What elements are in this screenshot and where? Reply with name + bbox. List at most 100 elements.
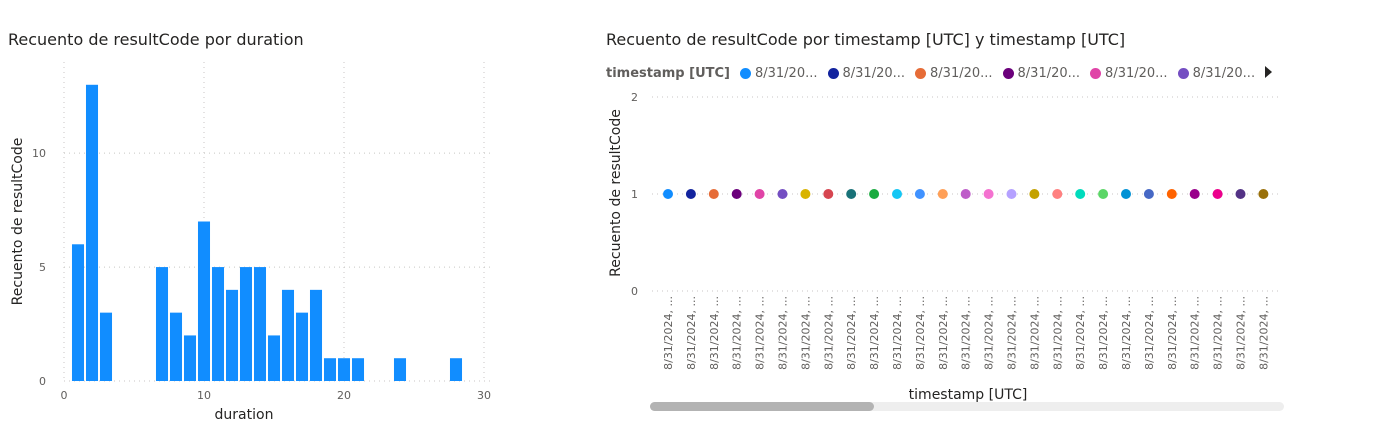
x-tick-label: 8/31/2024, ... [1235, 296, 1248, 370]
x-tick-label: 8/31/2024, ... [1257, 296, 1270, 370]
legend-dot-icon [1002, 67, 1014, 79]
data-point[interactable] [754, 189, 765, 199]
legend-label: 8/31/20... [1105, 65, 1168, 81]
x-tick-label: 8/31/2024, ... [708, 296, 721, 370]
x-tick-label: 0 [61, 389, 68, 402]
legend-item[interactable]: 8/31/20... [915, 66, 993, 81]
data-point[interactable] [685, 189, 696, 199]
x-tick-label: 8/31/2024, ... [1074, 296, 1087, 370]
data-point[interactable] [914, 189, 925, 199]
data-point[interactable] [1189, 189, 1200, 199]
bar[interactable] [309, 289, 323, 381]
x-tick-label: 8/31/2024, ... [891, 296, 904, 370]
bar[interactable] [267, 335, 281, 381]
legend-dot-icon [1177, 67, 1189, 79]
data-point[interactable] [731, 189, 742, 199]
duration-chart-panel: Recuento de resultCode por duration 0 5 10… [0, 0, 580, 448]
bar[interactable] [337, 358, 351, 381]
data-point[interactable] [983, 189, 994, 199]
bar[interactable] [183, 335, 197, 381]
data-point[interactable] [1029, 189, 1040, 199]
bar[interactable] [239, 267, 253, 381]
legend-item[interactable]: 8/31/20... [739, 65, 818, 81]
bar[interactable] [169, 312, 183, 381]
legend-label: 8/31/20... [754, 65, 818, 81]
bar[interactable] [225, 289, 239, 381]
x-tick-label: 8/31/2024, ... [754, 296, 767, 370]
bar[interactable] [253, 267, 267, 381]
x-axis-title: duration [215, 407, 274, 423]
data-point[interactable] [777, 189, 788, 199]
data-point[interactable] [1143, 189, 1154, 199]
scrollbar-thumb[interactable] [650, 402, 874, 411]
legend-label: 8/31/20... [842, 65, 906, 81]
timestamp-chart-title: Recuento de resultCode por timestamp [UT… [606, 30, 1126, 49]
x-tick-label: 8/31/2024, ... [914, 296, 927, 370]
x-tick-label: 8/31/2024, ... [1143, 296, 1156, 370]
data-point[interactable] [1006, 189, 1017, 199]
bar[interactable] [99, 312, 113, 381]
bar[interactable] [393, 358, 407, 381]
data-point[interactable] [937, 189, 948, 199]
data-point[interactable] [663, 189, 673, 199]
data-point[interactable] [960, 189, 971, 199]
bar[interactable] [449, 358, 463, 381]
x-tick-label: 30 [477, 389, 491, 402]
x-tick-label: 10 [197, 389, 211, 402]
x-tick-label: 8/31/2024, ... [799, 296, 812, 370]
legend-title: timestamp [UTC] [606, 65, 730, 81]
timestamp-chart-panel: Recuento de resultCode por timestamp [UT… [600, 0, 1392, 448]
x-tick-label: 8/31/2024, ... [983, 296, 996, 370]
bar[interactable] [197, 221, 211, 382]
legend-item[interactable]: 8/31/20... [1002, 65, 1081, 81]
bar[interactable] [323, 358, 337, 381]
bar[interactable] [85, 84, 99, 382]
x-tick-label: 8/31/2024, ... [1097, 296, 1110, 370]
bar[interactable] [155, 267, 169, 381]
data-point[interactable] [1121, 189, 1131, 199]
legend-item[interactable]: 8/31/20... [1090, 66, 1168, 81]
x-tick-label: 20 [337, 389, 351, 402]
data-point[interactable] [1258, 189, 1269, 199]
data-point[interactable] [1212, 189, 1223, 199]
x-tick-label: 8/31/2024, ... [1051, 296, 1064, 370]
data-point[interactable] [823, 189, 834, 199]
bar[interactable] [71, 244, 85, 381]
data-point[interactable] [1052, 189, 1063, 199]
y-axis-title: Recuento de resultCode [608, 109, 624, 277]
x-tick-label: 8/31/2024, ... [960, 296, 973, 370]
bar[interactable] [211, 267, 225, 381]
bar[interactable] [295, 312, 309, 381]
legend-item[interactable]: 8/31/20... [1177, 65, 1256, 81]
y-tick-label: 1 [631, 188, 638, 201]
data-point[interactable] [1166, 189, 1177, 199]
legend-label: 8/31/20... [1192, 65, 1256, 81]
x-tick-label: 8/31/2024, ... [685, 296, 698, 370]
legend-dot-icon [827, 67, 839, 79]
y-tick-label: 0 [631, 285, 638, 298]
data-point[interactable] [869, 189, 880, 199]
data-point[interactable] [846, 189, 857, 199]
horizontal-scrollbar[interactable] [650, 402, 1284, 411]
legend-item[interactable]: 8/31/20... [827, 65, 906, 81]
y-axis-title: Recuento de resultCode [10, 138, 26, 306]
legend-label: 8/31/20... [1017, 65, 1081, 81]
x-tick-label: 8/31/2024, ... [1212, 296, 1225, 370]
y-tick-label: 2 [631, 91, 638, 104]
data-point[interactable] [1235, 189, 1246, 199]
data-point[interactable] [892, 189, 902, 199]
bar[interactable] [281, 289, 295, 381]
bar[interactable] [351, 358, 365, 381]
data-point[interactable] [1098, 189, 1109, 199]
y-tick-label: 10 [32, 147, 46, 160]
data-point[interactable] [800, 189, 811, 199]
data-point[interactable] [1075, 189, 1086, 199]
data-point[interactable] [708, 189, 719, 199]
y-tick-label: 0 [39, 375, 46, 388]
x-axis-title: timestamp [UTC] [909, 387, 1028, 403]
legend-next-arrow-icon[interactable] [1265, 66, 1272, 78]
legend-dot-icon [915, 67, 927, 79]
x-tick-label: 8/31/2024, ... [662, 296, 675, 370]
x-tick-label: 8/31/2024, ... [845, 296, 858, 370]
x-tick-label: 8/31/2024, ... [868, 296, 881, 370]
